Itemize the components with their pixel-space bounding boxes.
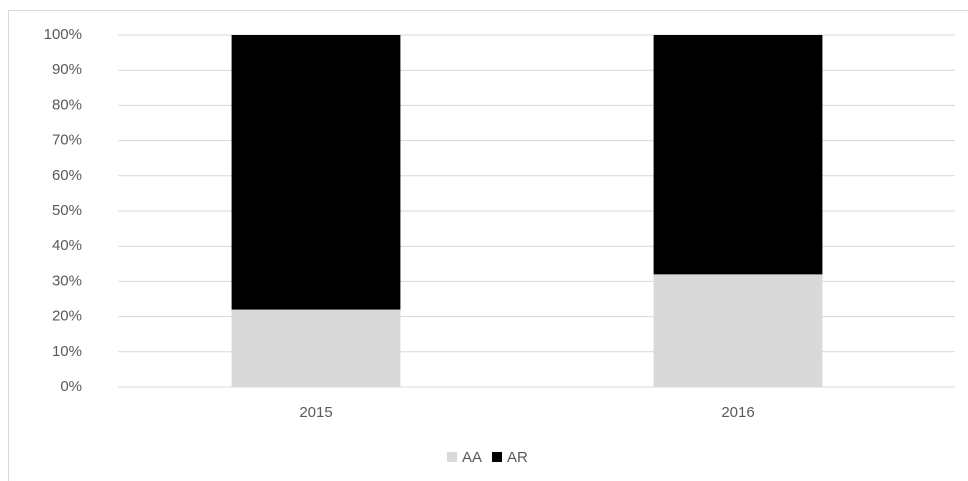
bar-segment	[653, 35, 823, 275]
legend-swatch	[447, 452, 457, 462]
y-tick-label: 0%	[60, 378, 82, 395]
bar-segment	[231, 309, 401, 387]
y-tick-label: 100%	[44, 26, 82, 43]
bar-segment	[653, 274, 823, 387]
y-tick-label: 30%	[52, 272, 82, 289]
y-tick-label: 70%	[52, 132, 82, 149]
legend-label: AA	[462, 449, 482, 466]
y-tick-label: 90%	[52, 61, 82, 78]
legend-swatch	[492, 452, 503, 462]
x-tick-label: 2015	[299, 404, 332, 421]
y-tick-label: 80%	[52, 96, 82, 113]
x-tick-label: 2016	[721, 404, 754, 421]
y-tick-label: 50%	[52, 202, 82, 219]
y-tick-label: 60%	[52, 167, 82, 184]
y-tick-label: 10%	[52, 343, 82, 360]
bar-segment	[231, 35, 401, 310]
legend-label: AR	[507, 449, 528, 466]
y-tick-label: 20%	[52, 308, 82, 325]
y-tick-label: 40%	[52, 237, 82, 254]
